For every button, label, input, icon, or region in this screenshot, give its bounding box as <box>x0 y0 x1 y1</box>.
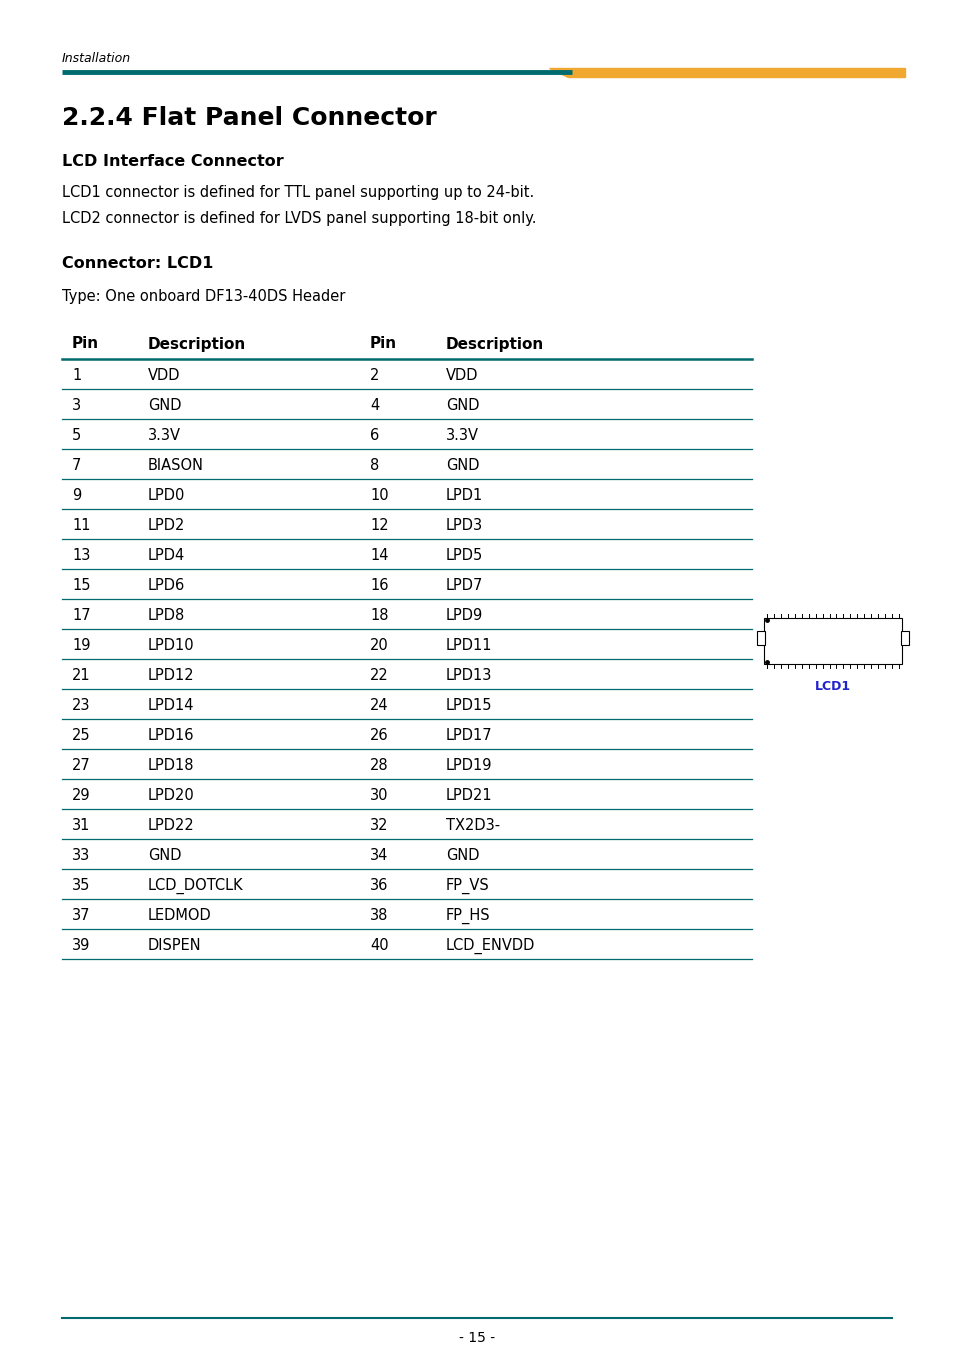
Text: LPD5: LPD5 <box>446 549 483 563</box>
Text: 13: 13 <box>71 549 91 563</box>
Text: LPD7: LPD7 <box>446 578 483 593</box>
Text: LPD10: LPD10 <box>148 638 194 653</box>
Text: 5: 5 <box>71 428 81 443</box>
Text: 16: 16 <box>370 578 388 593</box>
Text: 19: 19 <box>71 638 91 653</box>
Text: LPD15: LPD15 <box>446 698 492 713</box>
Text: 4: 4 <box>370 399 379 413</box>
Text: BIASON: BIASON <box>148 458 204 473</box>
Text: 37: 37 <box>71 908 91 923</box>
Bar <box>763 617 901 663</box>
Text: 29: 29 <box>71 788 91 802</box>
Text: 20: 20 <box>370 638 388 653</box>
Text: 25: 25 <box>71 728 91 743</box>
Text: LPD13: LPD13 <box>446 667 492 684</box>
Text: LCD1 connector is defined for TTL panel supporting up to 24-bit.: LCD1 connector is defined for TTL panel … <box>62 185 534 200</box>
Text: 11: 11 <box>71 517 91 534</box>
Text: LPD19: LPD19 <box>446 758 492 773</box>
Text: 14: 14 <box>370 549 388 563</box>
Text: LPD21: LPD21 <box>446 788 492 802</box>
Text: 15: 15 <box>71 578 91 593</box>
Text: 22: 22 <box>370 667 388 684</box>
Text: LCD1: LCD1 <box>814 680 850 693</box>
Text: LPD20: LPD20 <box>148 788 194 802</box>
Text: LPD4: LPD4 <box>148 549 185 563</box>
Text: 39: 39 <box>71 938 91 952</box>
Text: 3: 3 <box>71 399 81 413</box>
Text: LPD14: LPD14 <box>148 698 194 713</box>
Text: 31: 31 <box>71 817 91 834</box>
Text: GND: GND <box>446 399 479 413</box>
Text: 32: 32 <box>370 817 388 834</box>
Text: 18: 18 <box>370 608 388 623</box>
Text: LPD22: LPD22 <box>148 817 194 834</box>
Text: LEDMOD: LEDMOD <box>148 908 212 923</box>
Text: LPD12: LPD12 <box>148 667 194 684</box>
Text: LPD11: LPD11 <box>446 638 492 653</box>
Text: Installation: Installation <box>62 51 131 65</box>
Text: 3.3V: 3.3V <box>148 428 181 443</box>
Text: LPD1: LPD1 <box>446 488 483 503</box>
Text: 30: 30 <box>370 788 388 802</box>
Text: LPD0: LPD0 <box>148 488 185 503</box>
Text: Pin: Pin <box>370 336 396 351</box>
Text: 40: 40 <box>370 938 388 952</box>
Text: VDD: VDD <box>446 367 478 382</box>
Text: LCD2 connector is defined for LVDS panel supporting 18-bit only.: LCD2 connector is defined for LVDS panel… <box>62 211 536 226</box>
Text: GND: GND <box>446 848 479 863</box>
Text: LCD_DOTCLK: LCD_DOTCLK <box>148 877 243 893</box>
Text: 34: 34 <box>370 848 388 863</box>
Text: FP_HS: FP_HS <box>446 908 490 924</box>
Text: LPD3: LPD3 <box>446 517 482 534</box>
Text: 36: 36 <box>370 878 388 893</box>
Text: 9: 9 <box>71 488 81 503</box>
Text: LPD9: LPD9 <box>446 608 483 623</box>
Text: 24: 24 <box>370 698 388 713</box>
Polygon shape <box>548 68 904 77</box>
Text: - 15 -: - 15 - <box>458 1331 495 1346</box>
Text: 38: 38 <box>370 908 388 923</box>
Text: 35: 35 <box>71 878 91 893</box>
Text: LPD16: LPD16 <box>148 728 194 743</box>
Text: 7: 7 <box>71 458 81 473</box>
Text: 28: 28 <box>370 758 388 773</box>
Text: 8: 8 <box>370 458 379 473</box>
Text: DISPEN: DISPEN <box>148 938 201 952</box>
Text: LCD Interface Connector: LCD Interface Connector <box>62 154 283 169</box>
Text: 26: 26 <box>370 728 388 743</box>
Text: 23: 23 <box>71 698 91 713</box>
Text: TX2D3-: TX2D3- <box>446 817 499 834</box>
Text: LPD8: LPD8 <box>148 608 185 623</box>
Bar <box>757 631 764 644</box>
Text: 12: 12 <box>370 517 388 534</box>
Text: 17: 17 <box>71 608 91 623</box>
Text: 2: 2 <box>370 367 379 382</box>
Text: Description: Description <box>446 336 543 351</box>
Text: 3.3V: 3.3V <box>446 428 478 443</box>
Text: GND: GND <box>148 399 181 413</box>
Text: Pin: Pin <box>71 336 99 351</box>
Text: GND: GND <box>148 848 181 863</box>
Text: LPD18: LPD18 <box>148 758 194 773</box>
Text: Connector: LCD1: Connector: LCD1 <box>62 257 213 272</box>
Text: 6: 6 <box>370 428 379 443</box>
Text: FP_VS: FP_VS <box>446 877 489 893</box>
Text: LPD2: LPD2 <box>148 517 185 534</box>
Text: VDD: VDD <box>148 367 180 382</box>
Text: LCD_ENVDD: LCD_ENVDD <box>446 938 535 954</box>
Text: GND: GND <box>446 458 479 473</box>
Text: 2.2.4 Flat Panel Connector: 2.2.4 Flat Panel Connector <box>62 105 436 130</box>
Text: LPD17: LPD17 <box>446 728 492 743</box>
Text: Type: One onboard DF13-40DS Header: Type: One onboard DF13-40DS Header <box>62 289 345 304</box>
Text: 1: 1 <box>71 367 81 382</box>
Text: LPD6: LPD6 <box>148 578 185 593</box>
Text: 27: 27 <box>71 758 91 773</box>
Bar <box>900 631 908 644</box>
Text: 10: 10 <box>370 488 388 503</box>
Text: Description: Description <box>148 336 246 351</box>
Text: 33: 33 <box>71 848 91 863</box>
Text: 21: 21 <box>71 667 91 684</box>
